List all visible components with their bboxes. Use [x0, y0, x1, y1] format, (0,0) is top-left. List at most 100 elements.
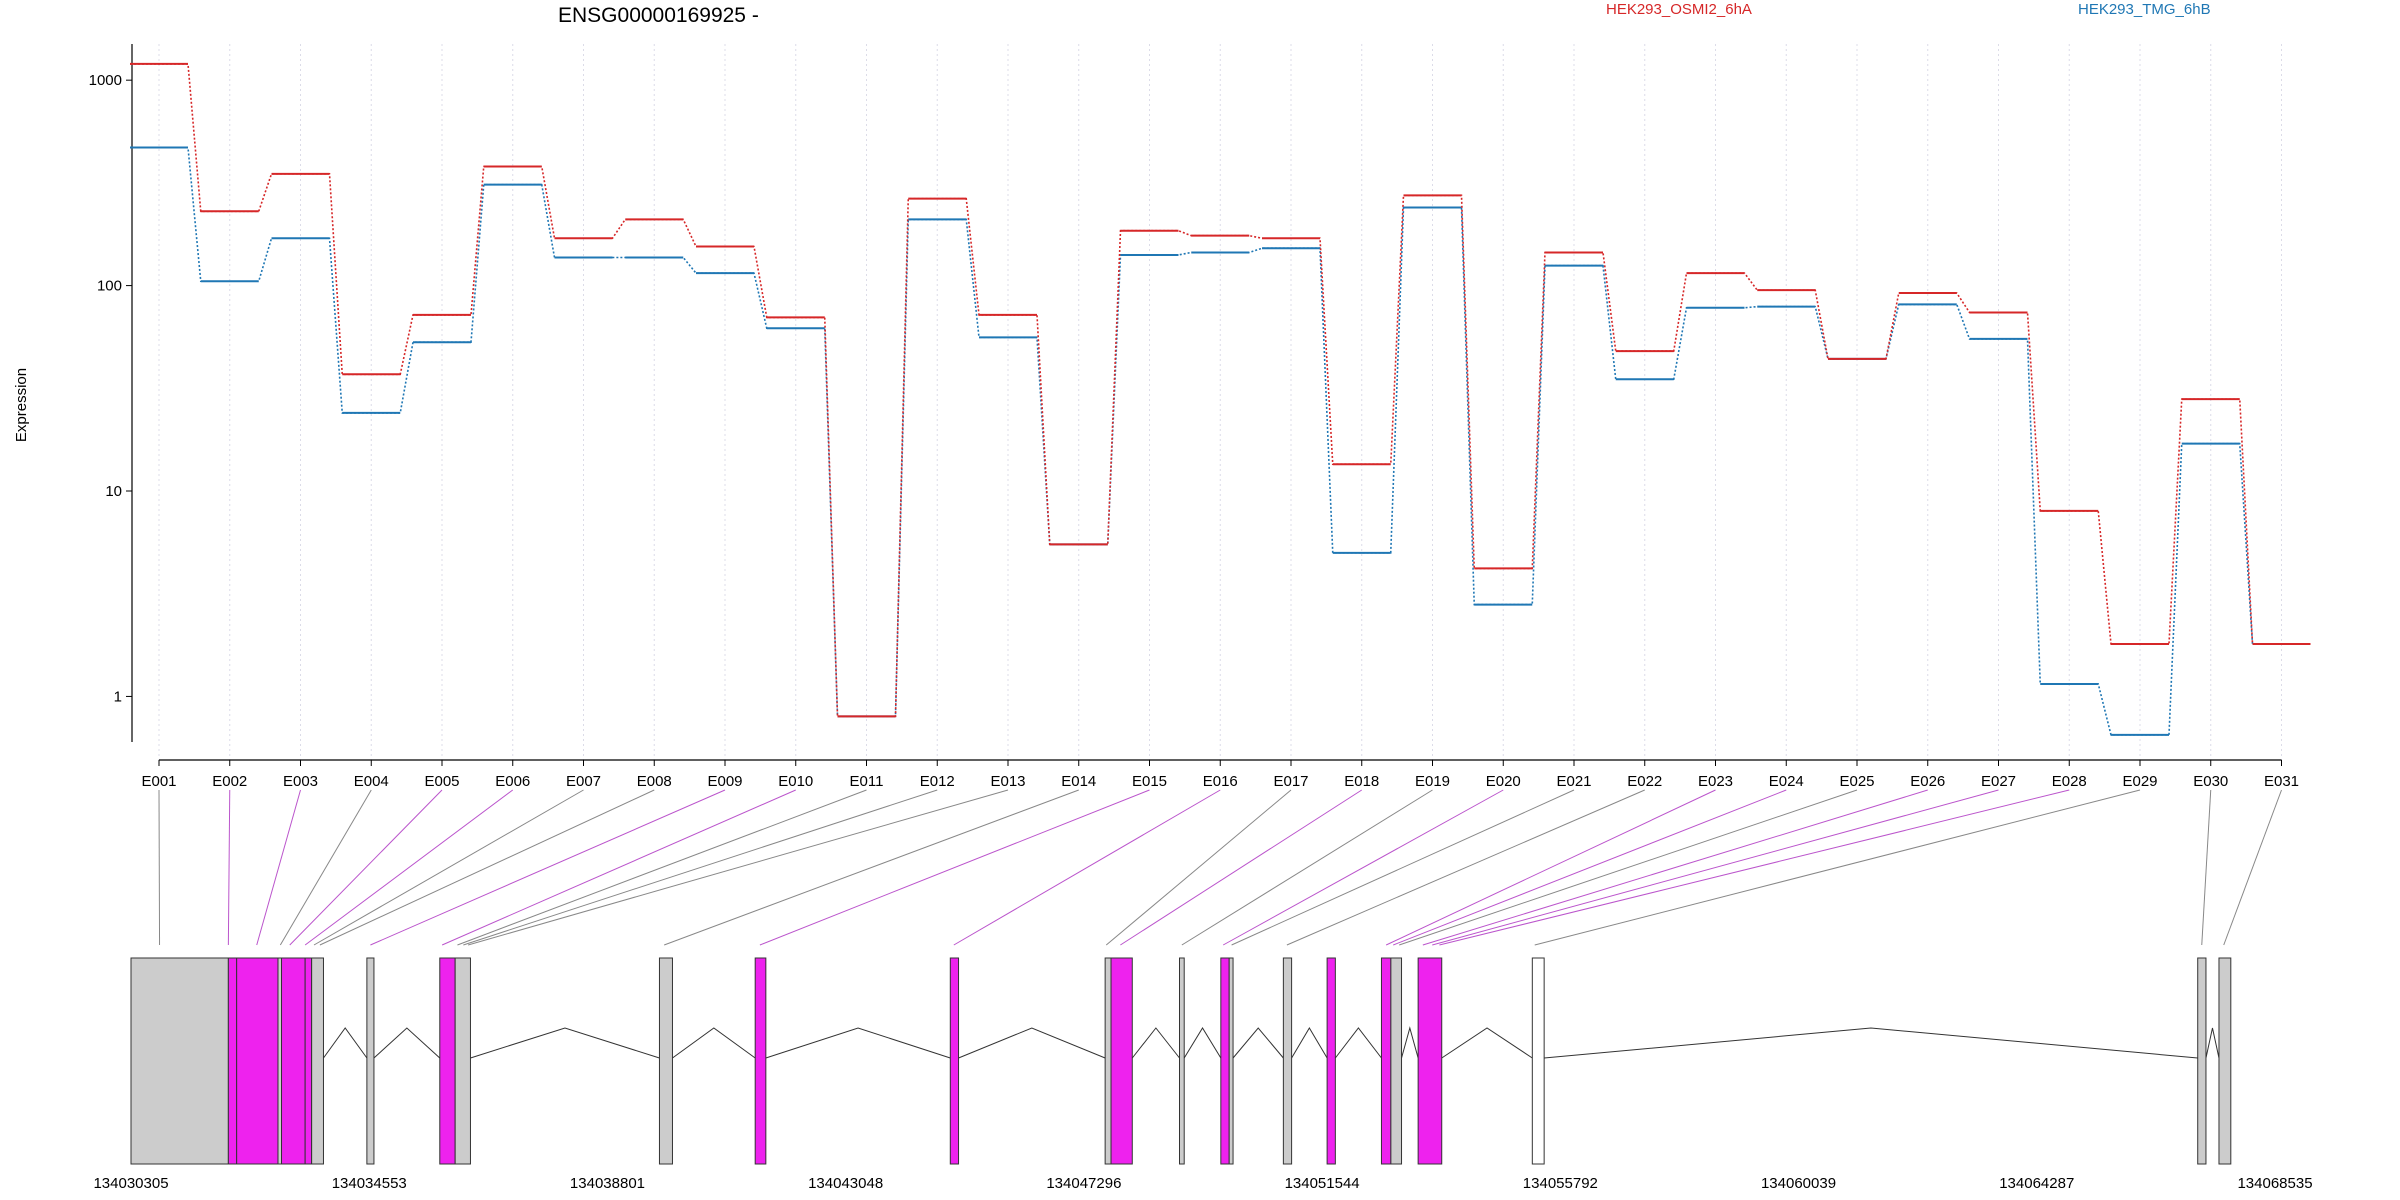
- exon-connector: [463, 789, 938, 946]
- exon-connector: [1432, 789, 1999, 946]
- x-tick-label: E012: [920, 773, 955, 790]
- exon-connector: [663, 789, 1079, 946]
- exon-block: [949, 957, 960, 1165]
- exon-connector: [1393, 789, 1787, 946]
- intron-line: [323, 1027, 368, 1059]
- genomic-tick-label: 134060039: [1761, 1175, 1836, 1192]
- intron-line: [373, 1027, 441, 1059]
- exon-block: [1179, 957, 1185, 1165]
- exon-connector-lines: [158, 789, 2282, 946]
- x-tick-label: E004: [354, 773, 389, 790]
- exon-connector: [1399, 789, 1858, 946]
- genomic-tick-label: 134047296: [1046, 1175, 1121, 1192]
- exon-block: [454, 957, 471, 1165]
- x-tick-label: E014: [1061, 773, 1096, 790]
- x-tick-label: E001: [141, 773, 176, 790]
- intron-line: [2205, 1027, 2220, 1059]
- y-axis-ticks: 1 10 100 1000: [89, 72, 132, 705]
- exon-connector: [2223, 789, 2282, 946]
- exon-connector: [313, 789, 584, 946]
- intron-line: [1291, 1027, 1328, 1059]
- exon-connector: [1231, 789, 1575, 946]
- exon-block: [311, 957, 324, 1165]
- exon-connector: [1222, 789, 1504, 946]
- y-tick-label: 1000: [89, 72, 122, 89]
- x-tick-label: E007: [566, 773, 601, 790]
- intron-line: [1441, 1027, 1533, 1059]
- genomic-tick-label: 134068535: [2237, 1175, 2312, 1192]
- exon-connector: [953, 789, 1221, 946]
- exon-connector: [370, 789, 726, 946]
- exon-connector: [304, 789, 514, 946]
- exon-connector: [319, 789, 655, 946]
- x-tick-label: E017: [1273, 773, 1308, 790]
- x-tick-label: E009: [707, 773, 742, 790]
- exon-block: [277, 957, 283, 1165]
- x-tick-label: E015: [1132, 773, 1167, 790]
- x-tick-label: E020: [1486, 773, 1521, 790]
- exon-block: [1220, 957, 1230, 1165]
- x-tick-label: E005: [424, 773, 459, 790]
- exon-block: [1326, 957, 1336, 1165]
- genomic-tick-label: 134038801: [570, 1175, 645, 1192]
- legend-entry-osmi2[interactable]: HEK293_OSMI2_6hA: [1606, 1, 1752, 18]
- exon-connector: [467, 789, 1009, 946]
- x-tick-label: E019: [1415, 773, 1450, 790]
- exon-block: [1282, 957, 1293, 1165]
- x-axis-ticks: E001 E002 E003 E004 E005 E006 E007 E008 E009 E010…: [141, 760, 2299, 790]
- exon-block: [1110, 957, 1133, 1165]
- x-tick-label: E027: [1981, 773, 2016, 790]
- x-tick-label: E021: [1556, 773, 1591, 790]
- x-tick-label: E002: [212, 773, 247, 790]
- intron-line: [958, 1027, 1106, 1059]
- y-tick-label: 100: [97, 278, 122, 295]
- intron-line: [1401, 1026, 1419, 1059]
- intron-line: [1183, 1027, 1222, 1059]
- exon-block: [366, 957, 375, 1165]
- x-tick-label: E008: [637, 773, 672, 790]
- exon-block: [439, 957, 456, 1165]
- genomic-tick-label: 134034553: [332, 1175, 407, 1192]
- x-tick-label: E016: [1203, 773, 1238, 790]
- chart-title: ENSG00000169925 -: [558, 4, 759, 27]
- exon-block: [2197, 957, 2207, 1165]
- exon-connector: [457, 789, 867, 946]
- exon-block: [754, 957, 767, 1165]
- x-tick-label: E006: [495, 773, 530, 790]
- intron-line: [1232, 1027, 1284, 1059]
- genomic-tick-label: 134030305: [93, 1175, 168, 1192]
- x-tick-label: E026: [1910, 773, 1945, 790]
- genomic-tick-label: 134043048: [808, 1175, 883, 1192]
- series-HEK293_OSMI2_6hA: [130, 62, 2311, 718]
- exon-block: [1380, 957, 1392, 1165]
- intron-line: [1544, 1027, 2198, 1059]
- series-lines: [130, 62, 2311, 736]
- exon-block: [1531, 957, 1545, 1165]
- x-tick-label: E011: [850, 773, 884, 790]
- y-tick-label: 10: [105, 483, 122, 500]
- exon-connector: [279, 789, 372, 946]
- legend-entry-tmg[interactable]: HEK293_TMG_6hB: [2078, 1, 2211, 18]
- x-tick-label: E003: [283, 773, 318, 790]
- exon-connector: [1385, 789, 1716, 946]
- exon-block: [304, 957, 313, 1165]
- y-axis-label: Expression: [13, 368, 30, 442]
- intron-line: [672, 1027, 756, 1059]
- exon-connector: [1286, 789, 1645, 946]
- exon-block: [658, 957, 673, 1165]
- exon-connector: [1120, 789, 1363, 946]
- intron-line: [470, 1027, 660, 1059]
- x-tick-label: E029: [2122, 773, 2157, 790]
- exon-connector: [227, 789, 231, 946]
- exon-block: [227, 957, 238, 1165]
- exon-connector: [256, 789, 301, 946]
- exon-block: [130, 957, 229, 1165]
- exon-block: [1417, 957, 1443, 1165]
- x-tick-label: E013: [990, 773, 1025, 790]
- exon-block: [2218, 957, 2232, 1165]
- x-tick-label: E031: [2264, 773, 2299, 790]
- intron-line: [1334, 1027, 1382, 1059]
- x-tick-label: E022: [1627, 773, 1662, 790]
- exon-block: [1390, 957, 1403, 1165]
